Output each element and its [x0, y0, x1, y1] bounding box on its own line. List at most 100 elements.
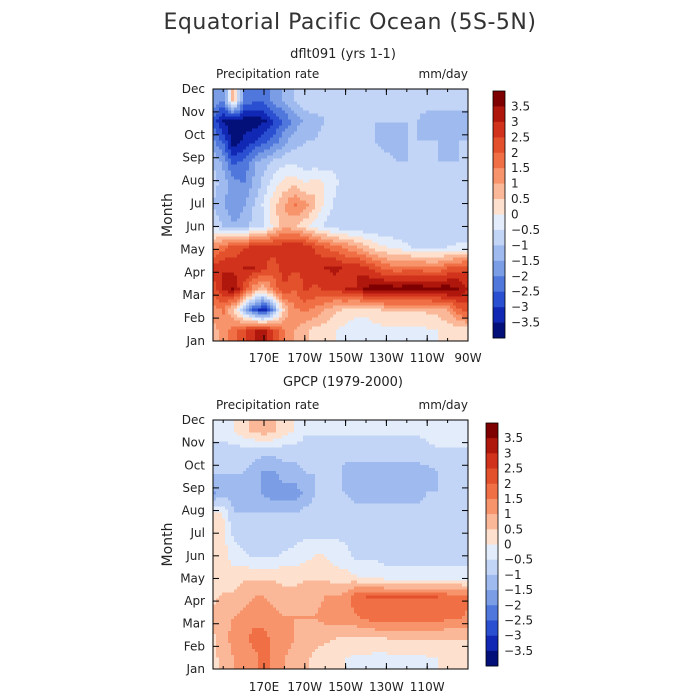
heatmap-cell — [318, 281, 322, 285]
heatmap-cell — [384, 281, 388, 285]
heatmap-cell — [372, 305, 376, 309]
heatmap-cell — [324, 314, 328, 318]
heatmap-cell — [375, 293, 379, 297]
heatmap-cell — [357, 203, 361, 207]
heatmap-cell — [237, 323, 241, 327]
heatmap-cell — [426, 296, 430, 300]
heatmap-cell — [453, 275, 457, 279]
heatmap-cell — [300, 203, 304, 207]
heatmap-cell — [309, 206, 313, 210]
heatmap-cell — [417, 257, 421, 261]
heatmap-cell — [345, 272, 349, 276]
heatmap-cell — [279, 293, 283, 297]
heatmap-cell — [462, 317, 466, 321]
heatmap-cell — [351, 206, 355, 210]
heatmap-cell — [423, 314, 427, 318]
heatmap-cell — [330, 260, 334, 264]
heatmap-cell — [333, 239, 337, 243]
heatmap-cell — [333, 251, 337, 255]
heatmap-cell — [444, 254, 448, 258]
heatmap-cell — [381, 281, 385, 285]
heatmap-cell — [414, 272, 418, 276]
heatmap-cell — [426, 329, 430, 333]
heatmap-cell — [438, 308, 442, 312]
heatmap-cell — [390, 266, 394, 270]
heatmap-cell — [237, 212, 241, 216]
heatmap-cell — [252, 314, 256, 318]
heatmap-cell — [378, 317, 382, 321]
heatmap-cell — [354, 296, 358, 300]
heatmap-cell — [291, 260, 295, 264]
heatmap-cell — [438, 287, 442, 291]
heatmap-cell — [327, 215, 331, 219]
heatmap-cell — [213, 230, 217, 234]
heatmap-cell — [309, 203, 313, 207]
heatmap-cell — [309, 317, 313, 321]
heatmap-cell — [216, 287, 220, 291]
heatmap-cell — [375, 338, 379, 342]
heatmap-cell — [399, 296, 403, 300]
heatmap-cell — [396, 215, 400, 219]
heatmap-cell — [267, 320, 271, 324]
heatmap-cell — [384, 212, 388, 216]
heatmap-cell — [384, 308, 388, 312]
heatmap-cell — [303, 230, 307, 234]
heatmap-cell — [369, 257, 373, 261]
heatmap-cell — [222, 299, 226, 303]
heatmap-cell — [321, 215, 325, 219]
heatmap-cell — [252, 212, 256, 216]
heatmap-cell — [237, 326, 241, 330]
heatmap-cell — [285, 269, 289, 273]
heatmap-cell — [390, 311, 394, 315]
heatmap-cell — [267, 275, 271, 279]
heatmap-cell — [285, 296, 289, 300]
heatmap-cell — [330, 218, 334, 222]
heatmap-cell — [318, 227, 322, 231]
heatmap-cell — [276, 281, 280, 285]
heatmap-cell — [231, 209, 235, 213]
heatmap-cell — [348, 257, 352, 261]
heatmap-cell — [390, 254, 394, 258]
heatmap-cell — [267, 242, 271, 246]
heatmap-cell — [303, 239, 307, 243]
heatmap-cell — [279, 212, 283, 216]
heatmap-cell — [420, 290, 424, 294]
heatmap-cell — [405, 221, 409, 225]
heatmap-cell — [450, 206, 454, 210]
heatmap-cell — [297, 287, 301, 291]
heatmap-cell — [324, 233, 328, 237]
heatmap-cell — [324, 290, 328, 294]
heatmap-cell — [303, 311, 307, 315]
heatmap-cell — [444, 230, 448, 234]
heatmap-cell — [408, 221, 412, 225]
heatmap-cell — [438, 290, 442, 294]
heatmap-cell — [300, 248, 304, 252]
heatmap-cell — [384, 311, 388, 315]
heatmap-cell — [450, 224, 454, 228]
heatmap-cell — [270, 302, 274, 306]
heatmap-cell — [363, 248, 367, 252]
heatmap-cell — [465, 329, 469, 333]
heatmap-cell — [354, 320, 358, 324]
heatmap-cell — [264, 332, 268, 336]
heatmap-cell — [420, 206, 424, 210]
heatmap-cell — [396, 212, 400, 216]
heatmap-cell — [291, 224, 295, 228]
heatmap-cell — [249, 245, 253, 249]
heatmap-cell — [219, 281, 223, 285]
heatmap-cell — [255, 248, 259, 252]
heatmap-cell — [423, 332, 427, 336]
heatmap-cell — [249, 326, 253, 330]
heatmap-cell — [303, 293, 307, 297]
heatmap-cell — [330, 206, 334, 210]
heatmap-cell — [237, 287, 241, 291]
heatmap-cell — [273, 314, 277, 318]
heatmap-cell — [225, 332, 229, 336]
heatmap-cell — [279, 272, 283, 276]
heatmap-cell — [279, 224, 283, 228]
heatmap-cell — [213, 206, 217, 210]
heatmap-cell — [246, 239, 250, 243]
heatmap-cell — [387, 212, 391, 216]
heatmap-cell — [318, 296, 322, 300]
heatmap-cell — [393, 278, 397, 282]
